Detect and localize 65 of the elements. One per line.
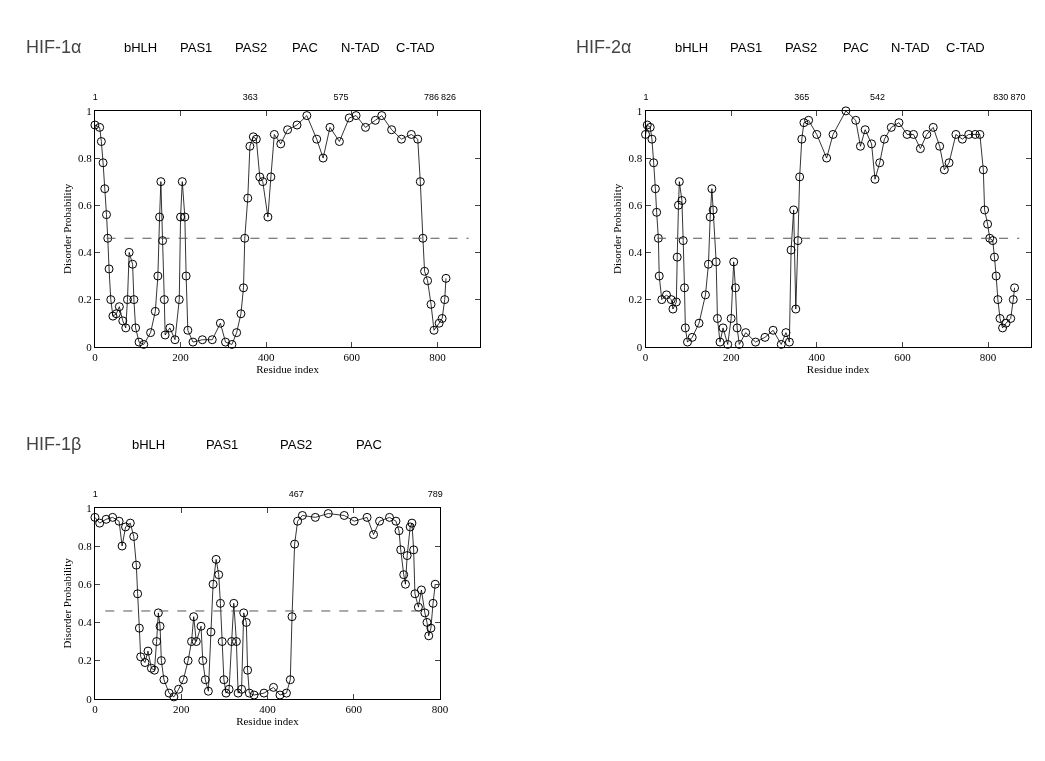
text: N-TAD: [341, 40, 380, 55]
x-tick-label: 600: [343, 350, 361, 363]
text: PAC: [356, 437, 382, 452]
y-tick-label: 1: [86, 104, 92, 117]
text: PAS2: [235, 40, 268, 55]
x-tick-label: 200: [172, 350, 190, 363]
text: PAS1: [180, 40, 213, 55]
x2-tick-label: 789: [427, 489, 443, 500]
chart-title: HIF-1α: [26, 37, 82, 57]
x2-tick-label: 575: [333, 92, 349, 103]
text: PAC: [843, 40, 869, 55]
y-tick-label: 1: [636, 104, 643, 117]
x-tick-label: 400: [808, 350, 826, 363]
x-tick-label: 400: [257, 350, 275, 363]
y-axis-title: Disorder Probability: [60, 183, 73, 274]
y-tick-label: 0.4: [77, 246, 93, 259]
x-tick-label: 400: [259, 703, 277, 716]
y-tick-label: 0.6: [77, 199, 93, 212]
x2-tick-label: 830: [993, 92, 1009, 103]
y-tick-label: 0.4: [628, 246, 643, 259]
x2-tick-label: 365: [794, 92, 810, 103]
y-tick-label: 0.2: [77, 293, 92, 306]
y-tick-label: 0.6: [77, 578, 93, 591]
x2-tick-label: 363: [242, 92, 258, 103]
text: PAS1: [730, 40, 763, 55]
x2-tick-label: 826: [441, 92, 457, 103]
x-tick-label: 200: [722, 350, 740, 363]
y-tick-label: 0.2: [628, 293, 643, 306]
y-tick-label: 0.4: [77, 616, 93, 629]
x2-tick-label: 467: [288, 489, 304, 500]
x-axis-title: Residue index: [806, 363, 870, 375]
y-axis-title: Disorder Probability: [60, 557, 73, 649]
x-axis-title: Residue index: [256, 363, 320, 375]
text: C-TAD: [946, 40, 985, 55]
x2-tick-label: 786: [423, 92, 439, 103]
text: N-TAD: [891, 40, 930, 55]
x-tick-label: 800: [429, 350, 447, 363]
y-tick-label: 0.2: [77, 654, 92, 667]
x-tick-label: 600: [345, 703, 363, 716]
text: bHLH: [675, 40, 709, 55]
y-tick-label: 0: [636, 340, 643, 353]
y-tick-label: 0.8: [77, 151, 93, 164]
chart-title: HIF-1β: [26, 434, 82, 454]
y-tick-label: 1: [86, 501, 92, 514]
x2-tick-label: 542: [870, 92, 886, 103]
x-tick-label: 600: [894, 350, 912, 363]
chart-title: HIF-2α: [576, 37, 632, 57]
text: C-TAD: [396, 40, 435, 55]
text: PAS2: [280, 437, 313, 452]
y-tick-label: 0.8: [77, 539, 93, 552]
y-axis-title: Disorder Probability: [611, 183, 624, 274]
text: bHLH: [132, 437, 166, 452]
y-tick-label: 0.6: [628, 199, 643, 212]
y-tick-label: 0.8: [628, 151, 643, 164]
x2-tick-label: 870: [1010, 92, 1026, 103]
y-tick-label: 0: [86, 340, 93, 353]
text: PAS1: [206, 437, 239, 452]
x-tick-label: 800: [431, 703, 449, 716]
x-axis-title: Residue index: [236, 715, 300, 728]
text: PAC: [292, 40, 318, 55]
y-tick-label: 0: [86, 692, 93, 705]
text: PAS2: [785, 40, 818, 55]
x-tick-label: 200: [172, 703, 190, 716]
x-tick-label: 800: [979, 350, 997, 363]
text: bHLH: [124, 40, 158, 55]
